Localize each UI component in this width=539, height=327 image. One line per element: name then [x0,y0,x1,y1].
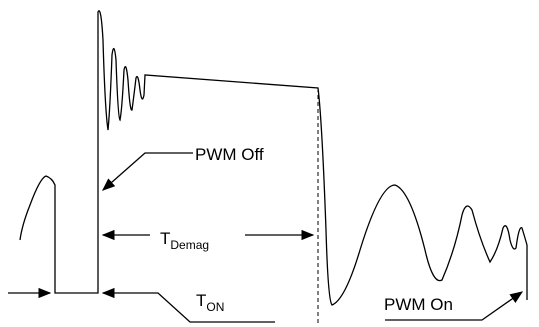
label-t-demag: TDemag [160,229,209,252]
label-t-on: TON [196,291,224,314]
arrow [385,291,524,321]
waveform [19,10,528,306]
arrow [101,287,275,323]
label-pwm-on: PWM On [384,295,453,314]
arrow [102,152,193,191]
label-pwm-off: PWM Off [195,145,264,164]
